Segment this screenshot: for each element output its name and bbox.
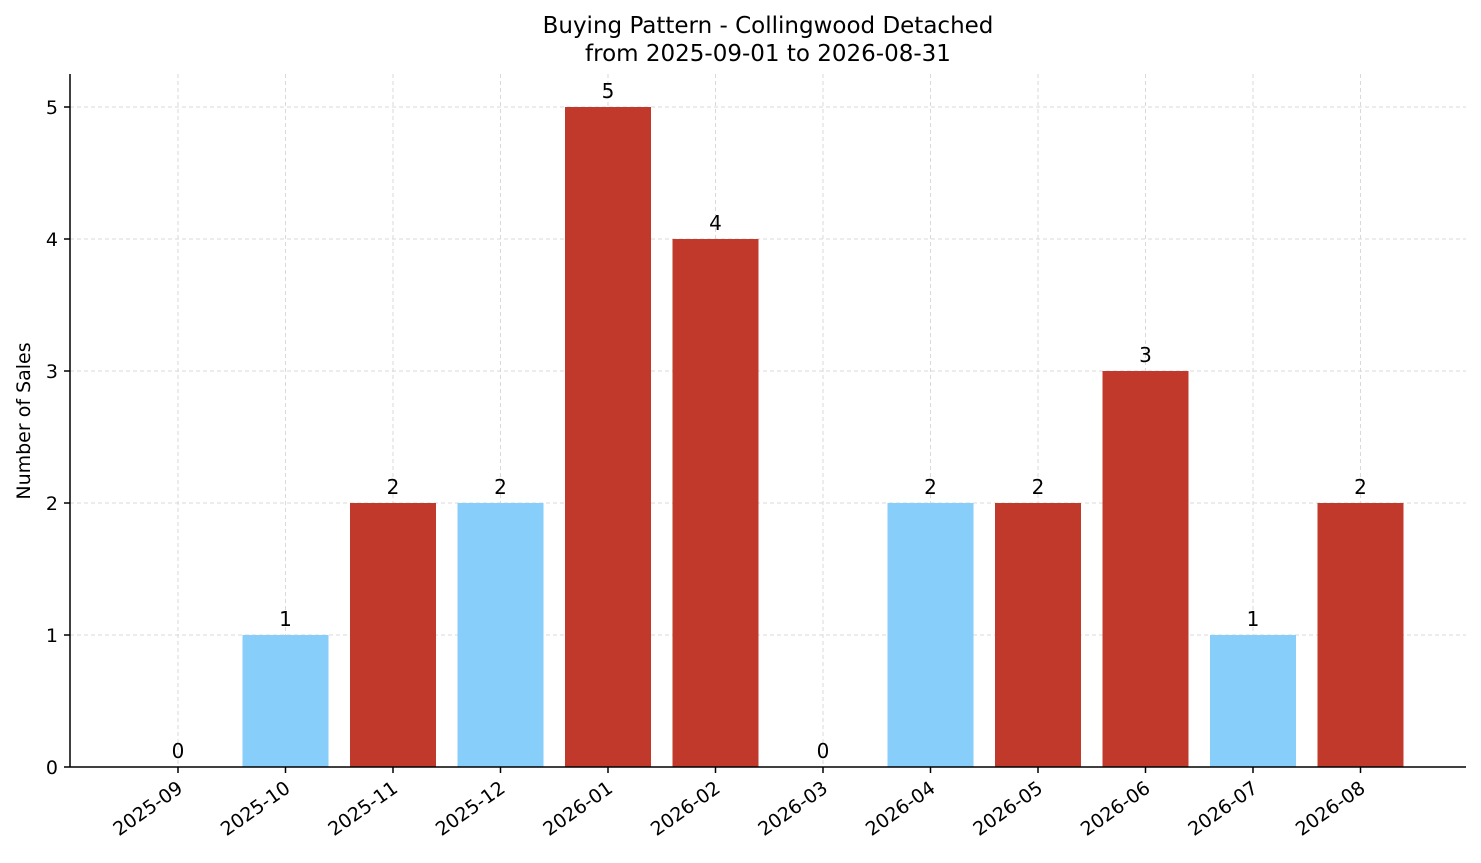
y-tick-label: 1 — [46, 625, 58, 647]
bar-2026-04 — [887, 503, 974, 767]
bar-value-label: 1 — [1247, 607, 1260, 631]
bar-value-label: 0 — [817, 739, 830, 763]
bar-value-label: 1 — [279, 607, 292, 631]
x-tick-label: 2026-02 — [647, 777, 725, 841]
x-tick-label: 2026-06 — [1077, 777, 1155, 841]
bar-2026-08 — [1317, 503, 1404, 767]
chart-title-line1: Buying Pattern - Collingwood Detached — [543, 13, 994, 39]
x-tick-label: 2025-10 — [217, 777, 295, 841]
x-ticks-layer: 2025-09 2025-10 2025-11 2025-12 2026-01 2026-… — [109, 767, 1369, 841]
y-tick-label: 2 — [46, 493, 58, 515]
x-tick-label: 2026-05 — [969, 777, 1047, 841]
x-tick-label: 2026-04 — [862, 777, 940, 841]
bar-value-label: 2 — [387, 475, 400, 499]
y-axis-label: Number of Sales — [13, 342, 35, 499]
bar-2026-06 — [1102, 371, 1189, 767]
bar-2026-05 — [995, 503, 1081, 767]
x-tick-label: 2026-08 — [1292, 777, 1370, 841]
bar-value-label: 3 — [1139, 343, 1152, 367]
x-tick-label: 2025-12 — [432, 777, 510, 841]
bar-2025-10 — [242, 635, 329, 767]
bars-layer — [242, 107, 1404, 767]
bar-2026-01 — [565, 107, 651, 767]
x-tick-label: 2025-09 — [109, 777, 187, 841]
bar-2025-11 — [350, 503, 436, 767]
x-tick-label: 2025-11 — [324, 777, 402, 841]
x-tick-label: 2026-01 — [539, 777, 617, 841]
bar-2026-02 — [672, 239, 759, 767]
y-tick-label: 3 — [46, 361, 58, 383]
x-tick-label: 2026-07 — [1184, 777, 1262, 841]
bar-2025-12 — [457, 503, 544, 767]
bar-value-label: 2 — [924, 475, 937, 499]
chart-title-line2: from 2025-09-01 to 2026-08-31 — [585, 41, 951, 67]
bar-value-label: 4 — [709, 211, 722, 235]
bar-2026-07 — [1210, 635, 1296, 767]
bar-value-label: 5 — [602, 79, 615, 103]
y-tick-label: 5 — [46, 97, 58, 119]
y-tick-label: 4 — [46, 229, 58, 251]
bar-value-label: 2 — [494, 475, 507, 499]
bar-value-label: 2 — [1354, 475, 1367, 499]
bar-value-label: 2 — [1032, 475, 1045, 499]
axes-layer — [69, 74, 1466, 768]
y-ticks-layer: 0 1 2 3 4 5 — [46, 97, 70, 779]
bar-value-label: 0 — [172, 739, 185, 763]
bar-labels-layer: 0 1 2 2 5 4 0 2 2 3 1 2 — [172, 79, 1367, 763]
x-tick-label: 2026-03 — [754, 777, 832, 841]
y-tick-label: 0 — [46, 757, 58, 779]
